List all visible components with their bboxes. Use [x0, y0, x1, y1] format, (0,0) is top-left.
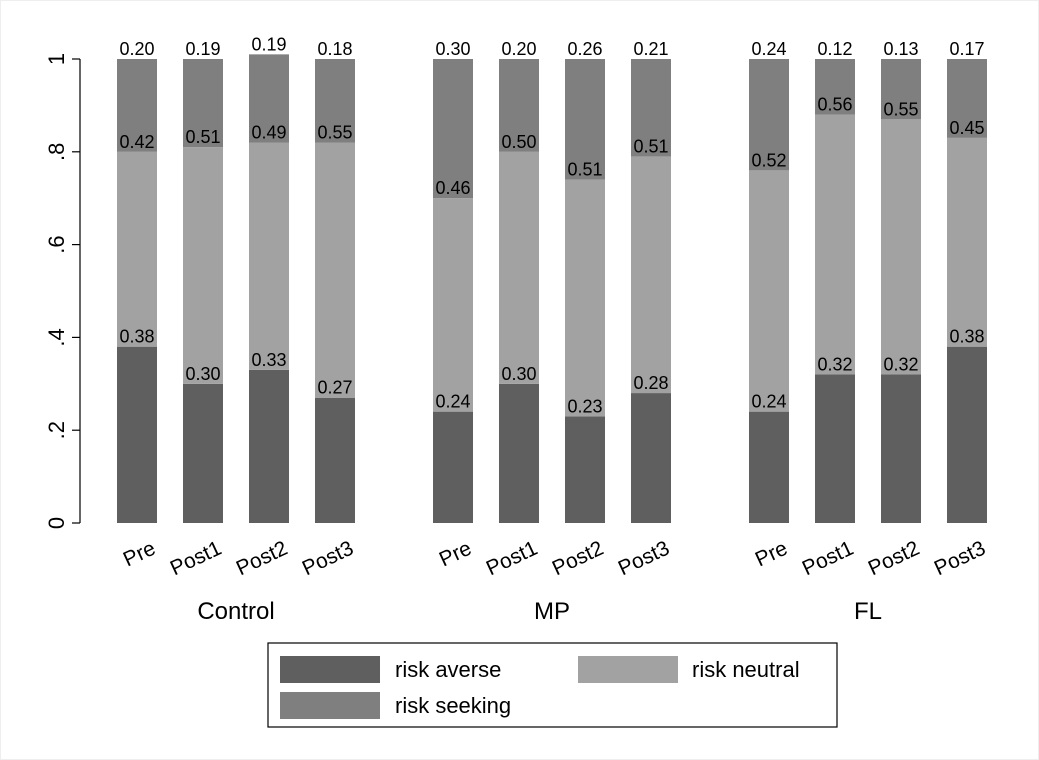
- bar-value-label: 0.55: [317, 123, 352, 143]
- bar-value-label: 0.18: [317, 39, 352, 59]
- bar-fl-post1-risk-seeking: [815, 59, 855, 115]
- group-label-mp: MP: [534, 598, 570, 625]
- legend-label-risk-seeking: risk seeking: [395, 693, 511, 718]
- bar-mp-post3-risk-averse: [631, 393, 671, 523]
- bar-control-post1-risk-seeking: [183, 59, 223, 148]
- bar-mp-post1-risk-averse: [499, 383, 539, 523]
- bar-mp-post1-risk-seeking: [499, 59, 539, 152]
- bar-fl-pre-risk-seeking: [749, 59, 789, 171]
- bar-value-label: 0.51: [567, 160, 602, 180]
- bar-value-label: 0.26: [567, 39, 602, 59]
- bar-value-label: 0.52: [751, 150, 786, 170]
- bar-value-label: 0.20: [119, 39, 154, 59]
- bar-fl-post3-risk-averse: [947, 346, 987, 523]
- y-tick-label-4: .8: [44, 143, 69, 161]
- bar-mp-pre-risk-averse: [433, 411, 473, 523]
- bar-fl-post2-risk-seeking: [881, 59, 921, 120]
- y-tick-label-5: 1: [44, 53, 69, 65]
- bar-control-post1-risk-neutral: [183, 147, 223, 384]
- bar-value-label: 0.28: [633, 373, 668, 393]
- bar-fl-post1-risk-averse: [815, 374, 855, 523]
- legend-label-risk-averse: risk averse: [395, 657, 501, 682]
- bar-mp-post3-risk-neutral: [631, 156, 671, 394]
- bar-mp-post1-risk-neutral: [499, 151, 539, 384]
- bar-value-label: 0.32: [817, 355, 852, 375]
- bar-control-post3-risk-averse: [315, 397, 355, 523]
- bar-value-label: 0.49: [251, 123, 286, 143]
- bar-value-label: 0.51: [185, 127, 220, 147]
- bar-value-label: 0.24: [751, 39, 786, 59]
- bar-fl-pre-risk-averse: [749, 411, 789, 523]
- bar-mp-post2-risk-seeking: [565, 59, 605, 180]
- bar-control-post2-risk-seeking: [249, 54, 289, 143]
- bar-control-pre-risk-neutral: [117, 151, 157, 347]
- bar-labels: 0.38 0.42 0.20 0.30 0.51 0.19 0.33 0.49 0.19 0.27…: [119, 34, 984, 416]
- legend-label-risk-neutral: risk neutral: [692, 657, 800, 682]
- bar-value-label: 0.55: [883, 99, 918, 119]
- y-tick-label-2: .4: [44, 328, 69, 346]
- bar-value-label: 0.19: [251, 34, 286, 54]
- y-tick-label-1: .2: [44, 421, 69, 439]
- bar-value-label: 0.24: [751, 392, 786, 412]
- bar-value-label: 0.38: [949, 327, 984, 347]
- bar-value-label: 0.19: [185, 39, 220, 59]
- bar-value-label: 0.27: [317, 378, 352, 398]
- bar-mp-pre-risk-seeking: [433, 59, 473, 199]
- group-label-fl: FL: [854, 598, 882, 625]
- legend-key-risk-neutral: [578, 656, 678, 683]
- bar-value-label: 0.21: [633, 39, 668, 59]
- bar-value-label: 0.46: [435, 178, 470, 198]
- bar-fl-post2-risk-neutral: [881, 119, 921, 375]
- legend: risk averse risk neutral risk seeking: [267, 642, 838, 728]
- bar-value-label: 0.42: [119, 132, 154, 152]
- bar-control-post3-risk-seeking: [315, 59, 355, 143]
- y-tick-label-0: 0: [44, 517, 69, 529]
- bar-control-post1-risk-averse: [183, 383, 223, 523]
- bar-value-label: 0.38: [119, 327, 154, 347]
- bar-value-label: 0.51: [633, 136, 668, 156]
- bar-value-label: 0.30: [501, 364, 536, 384]
- bar-fl-post3-risk-seeking: [947, 59, 987, 138]
- bar-fl-post2-risk-averse: [881, 374, 921, 523]
- bar-fl-post1-risk-neutral: [815, 114, 855, 375]
- bar-mp-post3-risk-seeking: [631, 59, 671, 157]
- bar-value-label: 0.45: [949, 118, 984, 138]
- bar-control-pre-risk-seeking: [117, 59, 157, 152]
- group-label-control: Control: [197, 598, 274, 625]
- bar-value-label: 0.30: [185, 364, 220, 384]
- bar-value-label: 0.12: [817, 39, 852, 59]
- bar-value-label: 0.50: [501, 132, 536, 152]
- bar-mp-post2-risk-neutral: [565, 179, 605, 417]
- bar-value-label: 0.20: [501, 39, 536, 59]
- bar-fl-pre-risk-neutral: [749, 170, 789, 412]
- legend-key-risk-seeking: [280, 692, 380, 719]
- bar-control-post2-risk-neutral: [249, 142, 289, 370]
- y-axis: 0 .2 .4 .6 .8 1: [44, 53, 81, 529]
- y-tick-label-3: .6: [44, 235, 69, 253]
- bar-value-label: 0.33: [251, 350, 286, 370]
- bar-fl-post3-risk-neutral: [947, 137, 987, 347]
- bar-mp-pre-risk-neutral: [433, 198, 473, 412]
- legend-key-risk-averse: [280, 656, 380, 683]
- bar-value-label: 0.17: [949, 39, 984, 59]
- bar-value-label: 0.56: [817, 95, 852, 115]
- bar-value-label: 0.24: [435, 392, 470, 412]
- bar-control-pre-risk-averse: [117, 346, 157, 523]
- bar-control-post2-risk-averse: [249, 369, 289, 523]
- bar-value-label: 0.32: [883, 355, 918, 375]
- bar-value-label: 0.13: [883, 39, 918, 59]
- bar-value-label: 0.30: [435, 39, 470, 59]
- bar-control-post3-risk-neutral: [315, 142, 355, 398]
- bars: [117, 54, 987, 523]
- bar-mp-post2-risk-averse: [565, 416, 605, 523]
- bar-value-label: 0.23: [567, 396, 602, 416]
